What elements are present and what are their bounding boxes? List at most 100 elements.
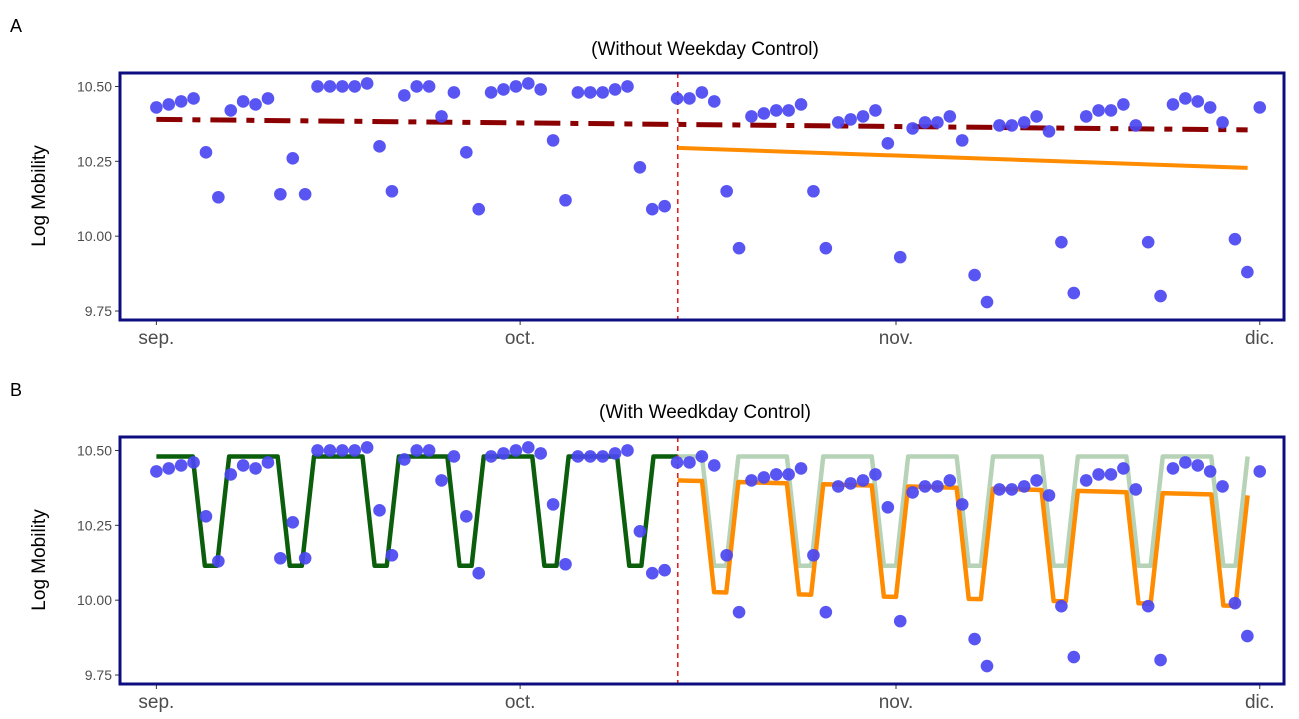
data-point xyxy=(348,80,362,93)
y-tick-label: 10.50 xyxy=(77,442,112,458)
data-point xyxy=(645,566,659,580)
data-point xyxy=(707,459,721,472)
panel-label-b: B xyxy=(10,380,22,400)
data-point xyxy=(621,444,634,457)
data-point xyxy=(162,98,176,111)
data-point xyxy=(1191,95,1205,108)
panel-label-a: A xyxy=(10,16,22,36)
data-point xyxy=(633,525,647,538)
data-point xyxy=(534,83,547,96)
y-tick-label: 9.75 xyxy=(85,303,112,319)
data-point xyxy=(435,474,448,487)
plot-frame xyxy=(118,435,1286,686)
data-point xyxy=(571,86,585,99)
y-tick-label: 9.75 xyxy=(85,667,112,683)
data-point xyxy=(906,122,919,135)
data-point xyxy=(695,450,709,463)
data-point xyxy=(844,113,857,126)
data-point xyxy=(447,450,461,463)
data-point xyxy=(1228,596,1242,610)
counterfactual-line xyxy=(677,454,1250,568)
data-point xyxy=(1253,465,1267,478)
y-axis-label-a: Log Mobility xyxy=(29,145,50,247)
data-point xyxy=(373,140,386,153)
data-point xyxy=(398,89,411,102)
data-point xyxy=(261,456,275,469)
data-point xyxy=(1079,474,1093,487)
data-point xyxy=(298,187,312,201)
data-point xyxy=(472,202,486,216)
data-point xyxy=(398,453,411,466)
data-point xyxy=(807,184,820,198)
data-point xyxy=(274,551,287,565)
data-point xyxy=(670,92,684,105)
data-point xyxy=(1141,599,1155,613)
data-point xyxy=(1154,653,1167,667)
data-point xyxy=(336,444,349,457)
data-point xyxy=(224,468,238,481)
data-point xyxy=(745,474,758,487)
data-point xyxy=(212,554,225,568)
data-point xyxy=(360,77,374,90)
data-point xyxy=(608,83,622,96)
data-point xyxy=(608,447,622,460)
plot-frame xyxy=(118,71,1286,322)
data-point xyxy=(1017,480,1031,493)
post-fit-line xyxy=(677,478,1250,609)
post-fit-line xyxy=(677,145,1248,170)
data-point xyxy=(1253,101,1267,114)
data-point xyxy=(521,441,535,454)
data-point xyxy=(571,450,585,463)
data-point xyxy=(893,250,907,264)
data-point xyxy=(224,104,238,117)
data-point xyxy=(410,444,424,457)
data-point xyxy=(1030,474,1043,487)
data-point xyxy=(460,146,473,159)
data-point xyxy=(658,563,671,577)
data-point xyxy=(1179,92,1192,105)
data-point xyxy=(819,605,833,619)
data-point xyxy=(274,187,287,201)
data-point xyxy=(1216,480,1229,493)
data-point xyxy=(385,548,399,562)
data-point xyxy=(1154,289,1167,303)
data-point xyxy=(931,116,944,129)
data-point xyxy=(1117,98,1130,111)
data-point xyxy=(174,459,188,472)
data-point xyxy=(1092,468,1105,481)
chart-title-b: (With Weedkday Control) xyxy=(599,402,811,423)
data-point xyxy=(1241,629,1254,643)
data-point xyxy=(559,557,572,571)
data-point xyxy=(658,199,671,213)
x-tick-label: oct. xyxy=(505,328,536,349)
data-point xyxy=(583,86,597,99)
y-tick-label: 10.25 xyxy=(77,517,112,533)
data-point xyxy=(1216,116,1229,129)
data-point xyxy=(720,548,733,562)
data-point xyxy=(546,134,560,147)
data-point xyxy=(249,98,262,111)
data-point xyxy=(236,95,250,108)
data-point xyxy=(460,510,473,523)
data-point xyxy=(931,480,944,493)
y-tick-label: 10.00 xyxy=(77,592,112,608)
data-point xyxy=(1166,98,1180,111)
data-point xyxy=(955,134,969,147)
data-point xyxy=(831,480,845,493)
data-point xyxy=(757,107,771,120)
plot-area-a: 9.75 10.00 10.25 10.50 sep. oct. nov. dic. xyxy=(77,71,1286,349)
data-point xyxy=(1005,483,1019,496)
data-point xyxy=(1079,110,1093,123)
data-point xyxy=(174,95,188,108)
data-point xyxy=(385,184,399,198)
data-point xyxy=(1017,116,1031,129)
data-point xyxy=(596,450,609,463)
data-point xyxy=(1030,110,1043,123)
data-point xyxy=(422,80,436,93)
data-point xyxy=(484,86,498,99)
data-point xyxy=(435,110,448,123)
data-point xyxy=(670,456,684,469)
data-point xyxy=(1042,489,1056,502)
data-point xyxy=(1203,101,1217,114)
data-point xyxy=(286,152,300,165)
